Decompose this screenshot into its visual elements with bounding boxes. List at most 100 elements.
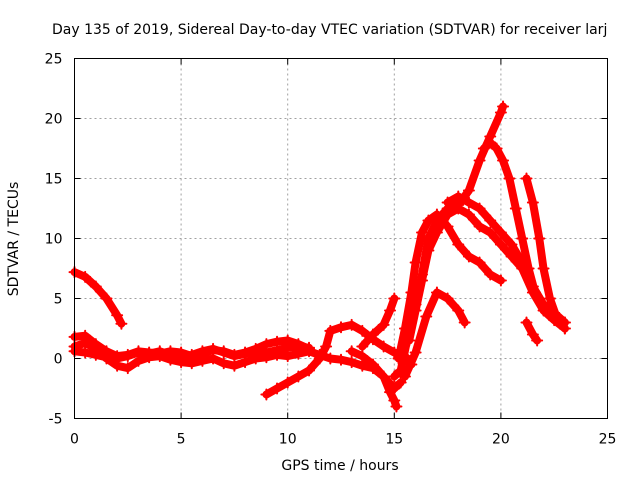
data-point	[526, 196, 539, 209]
x-axis-label: GPS time / hours	[281, 458, 398, 474]
data-point	[303, 364, 316, 377]
data-point	[143, 347, 156, 360]
y-tick-label: 5	[54, 292, 63, 308]
data-point	[430, 208, 443, 221]
data-point	[356, 340, 369, 353]
data-point	[531, 334, 544, 347]
data-point	[121, 362, 134, 375]
data-point	[260, 388, 273, 401]
series-arc-peak-descent	[477, 136, 571, 329]
data-series	[68, 100, 571, 413]
data-point	[430, 226, 443, 239]
data-point	[164, 348, 177, 361]
data-point	[153, 345, 166, 358]
data-point	[505, 238, 518, 251]
data-point	[271, 344, 284, 357]
data-point	[422, 214, 435, 227]
data-point	[477, 142, 490, 155]
data-point	[441, 196, 454, 209]
x-tick-label: 15	[385, 432, 403, 448]
data-point	[388, 370, 401, 383]
chart-title: Day 135 of 2019, Sidereal Day-to-day VTE…	[52, 22, 607, 38]
y-tick-label: 20	[45, 112, 63, 128]
data-point	[409, 304, 422, 317]
data-point	[462, 250, 475, 263]
data-point	[79, 346, 92, 359]
data-point	[366, 358, 379, 371]
data-point	[271, 382, 284, 395]
data-point	[484, 214, 497, 227]
series-arc-baseline-b	[68, 336, 407, 395]
data-point	[452, 238, 465, 251]
series-arc-midday-rise	[260, 318, 418, 401]
data-point	[473, 202, 486, 215]
y-axis-ticks: -5 0 5 10 15 20 25	[45, 52, 608, 428]
data-point	[497, 154, 510, 167]
x-tick-label: 25	[599, 432, 617, 448]
data-point	[196, 345, 209, 358]
x-tick-label: 10	[279, 432, 297, 448]
data-point	[100, 351, 113, 364]
y-tick-label: 15	[45, 172, 63, 188]
data-point	[366, 328, 379, 341]
data-point	[388, 394, 401, 407]
data-point	[335, 321, 347, 334]
data-point	[452, 202, 465, 215]
data-point	[558, 322, 571, 335]
data-point	[390, 400, 403, 413]
data-point	[473, 154, 486, 167]
data-point	[249, 345, 262, 358]
data-point	[537, 298, 550, 311]
data-point	[281, 376, 294, 389]
data-point	[494, 238, 507, 251]
data-point	[228, 350, 241, 363]
data-point	[185, 348, 198, 361]
data-point	[111, 309, 124, 322]
data-point	[430, 286, 443, 299]
data-point	[292, 370, 305, 383]
data-point	[356, 359, 369, 372]
data-point	[121, 350, 134, 363]
data-point	[543, 292, 556, 305]
data-point	[484, 268, 497, 281]
data-point	[335, 353, 347, 366]
data-point	[462, 208, 475, 221]
data-point	[473, 256, 486, 269]
data-point	[520, 172, 533, 185]
data-point	[356, 324, 369, 337]
data-point	[398, 370, 411, 383]
data-point	[462, 196, 475, 209]
data-point	[79, 270, 92, 283]
series-arc-mid-a	[356, 292, 401, 353]
data-point	[115, 317, 128, 330]
data-point	[392, 352, 405, 365]
data-point	[345, 345, 358, 358]
data-point	[416, 226, 429, 239]
data-point	[281, 341, 294, 354]
data-point	[441, 292, 454, 305]
data-point	[409, 256, 422, 269]
data-point	[494, 106, 507, 119]
data-point	[345, 356, 358, 369]
data-point	[484, 136, 497, 149]
data-point	[217, 346, 230, 359]
data-point	[196, 354, 209, 367]
data-point	[239, 347, 252, 360]
data-point	[207, 352, 220, 365]
data-point	[403, 334, 416, 347]
data-point	[405, 286, 418, 299]
y-tick-label: 25	[45, 52, 63, 68]
data-point	[132, 346, 145, 359]
data-point	[207, 342, 220, 355]
data-point	[313, 352, 326, 365]
data-point	[520, 316, 533, 329]
data-point	[494, 226, 507, 239]
series-band	[522, 318, 542, 345]
data-point	[420, 310, 433, 323]
data-point	[394, 376, 407, 389]
data-point	[384, 386, 397, 399]
data-point	[537, 262, 550, 275]
x-tick-label: 20	[492, 432, 510, 448]
data-point	[490, 142, 503, 155]
data-point	[462, 184, 475, 197]
